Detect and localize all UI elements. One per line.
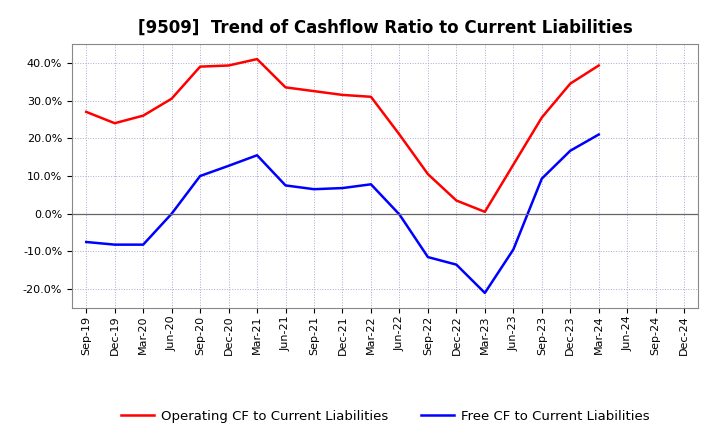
Free CF to Current Liabilities bbox=[452, 262, 461, 267]
Title: [9509]  Trend of Cashflow Ratio to Current Liabilities: [9509] Trend of Cashflow Ratio to Curren… bbox=[138, 19, 633, 37]
Operating CF to Current Liabilities bbox=[310, 88, 318, 94]
Free CF to Current Liabilities bbox=[310, 187, 318, 192]
Free CF to Current Liabilities bbox=[139, 242, 148, 247]
Free CF to Current Liabilities bbox=[167, 211, 176, 216]
Free CF to Current Liabilities bbox=[366, 182, 375, 187]
Free CF to Current Liabilities bbox=[225, 163, 233, 169]
Line: Operating CF to Current Liabilities: Operating CF to Current Liabilities bbox=[86, 59, 599, 212]
Free CF to Current Liabilities bbox=[110, 242, 119, 247]
Free CF to Current Liabilities bbox=[253, 153, 261, 158]
Legend: Operating CF to Current Liabilities, Free CF to Current Liabilities: Operating CF to Current Liabilities, Fre… bbox=[116, 404, 654, 428]
Operating CF to Current Liabilities bbox=[110, 121, 119, 126]
Operating CF to Current Liabilities bbox=[595, 63, 603, 68]
Free CF to Current Liabilities bbox=[537, 176, 546, 181]
Free CF to Current Liabilities bbox=[282, 183, 290, 188]
Free CF to Current Liabilities bbox=[395, 212, 404, 217]
Free CF to Current Liabilities bbox=[196, 173, 204, 179]
Operating CF to Current Liabilities bbox=[537, 115, 546, 120]
Operating CF to Current Liabilities bbox=[167, 96, 176, 101]
Operating CF to Current Liabilities bbox=[253, 56, 261, 62]
Line: Free CF to Current Liabilities: Free CF to Current Liabilities bbox=[86, 135, 599, 293]
Free CF to Current Liabilities bbox=[423, 254, 432, 260]
Operating CF to Current Liabilities bbox=[452, 198, 461, 203]
Operating CF to Current Liabilities bbox=[338, 92, 347, 98]
Operating CF to Current Liabilities bbox=[139, 113, 148, 118]
Free CF to Current Liabilities bbox=[595, 132, 603, 137]
Operating CF to Current Liabilities bbox=[509, 162, 518, 167]
Operating CF to Current Liabilities bbox=[366, 94, 375, 99]
Free CF to Current Liabilities bbox=[82, 239, 91, 245]
Free CF to Current Liabilities bbox=[566, 148, 575, 154]
Operating CF to Current Liabilities bbox=[480, 209, 489, 214]
Operating CF to Current Liabilities bbox=[225, 63, 233, 68]
Operating CF to Current Liabilities bbox=[423, 172, 432, 177]
Operating CF to Current Liabilities bbox=[566, 81, 575, 86]
Operating CF to Current Liabilities bbox=[82, 109, 91, 114]
Operating CF to Current Liabilities bbox=[196, 64, 204, 69]
Free CF to Current Liabilities bbox=[509, 247, 518, 252]
Operating CF to Current Liabilities bbox=[282, 85, 290, 90]
Free CF to Current Liabilities bbox=[480, 290, 489, 296]
Operating CF to Current Liabilities bbox=[395, 132, 404, 137]
Free CF to Current Liabilities bbox=[338, 185, 347, 191]
